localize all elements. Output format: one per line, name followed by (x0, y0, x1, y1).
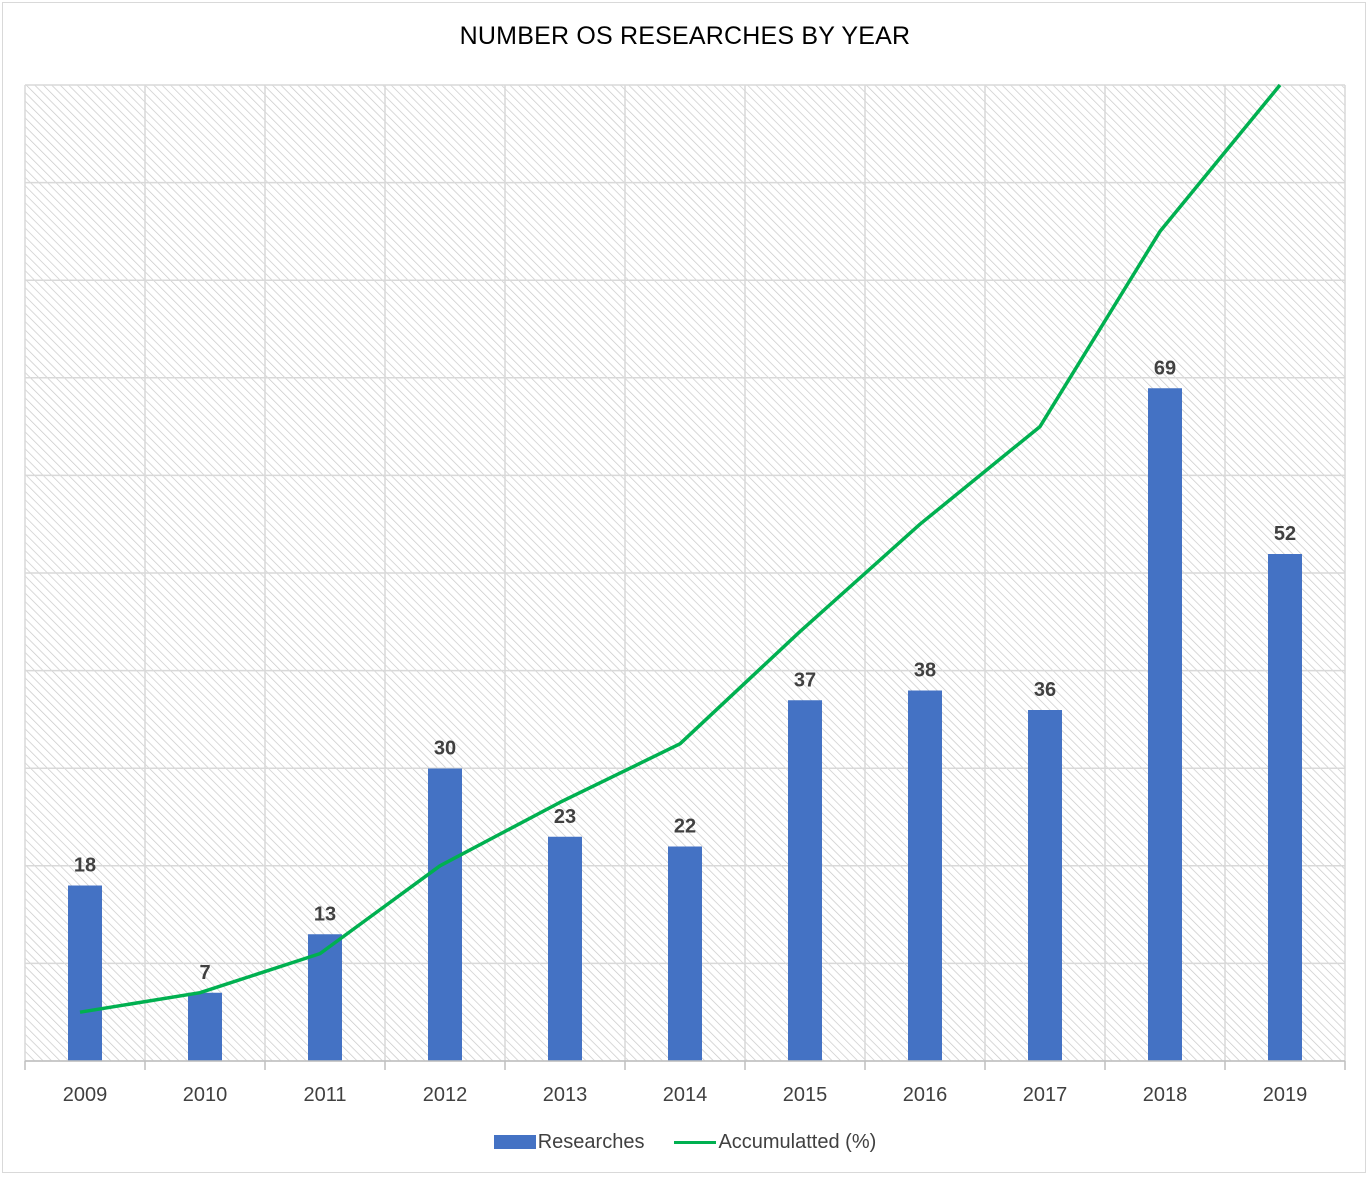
bar (668, 846, 702, 1061)
x-tick-label: 2011 (303, 1084, 346, 1106)
bar-data-label: 13 (314, 903, 336, 925)
bar-data-label: 38 (914, 660, 936, 682)
bar (1148, 388, 1182, 1061)
x-tick-label: 2014 (663, 1084, 708, 1106)
bar-data-label: 52 (1274, 523, 1296, 545)
bar (908, 690, 942, 1061)
x-tick-label: 2018 (1143, 1084, 1188, 1106)
bar (68, 885, 102, 1061)
bar (428, 768, 462, 1061)
x-tick-label: 2016 (903, 1084, 948, 1106)
x-tick-label: 2017 (1023, 1084, 1068, 1106)
bar (1028, 710, 1062, 1061)
bar-data-label: 36 (1034, 679, 1056, 701)
legend: Researches Accumulatted (%) (0, 1130, 1370, 1154)
x-tick-label: 2009 (63, 1084, 108, 1106)
bar-data-label: 7 (199, 962, 210, 984)
bar (548, 836, 582, 1061)
bar-data-label: 37 (794, 669, 816, 691)
x-tick-label: 2010 (183, 1084, 228, 1106)
bar (1268, 554, 1302, 1061)
data-labels: 18 7 13 30 23 22 37 38 36 69 52 (74, 357, 1296, 984)
legend-label-accumulated: Accumulatted (%) (718, 1130, 877, 1153)
x-tick-label: 2013 (543, 1084, 588, 1106)
legend-item-accumulated: Accumulatted (%) (674, 1131, 876, 1154)
bar-series (68, 388, 1302, 1061)
bar-data-label: 22 (674, 816, 696, 838)
legend-swatch-line (674, 1140, 717, 1144)
chart-title: NUMBER OS RESEARCHES BY YEAR (459, 22, 911, 50)
bar (308, 934, 342, 1061)
bar-data-label: 18 (74, 855, 96, 877)
bar (188, 992, 222, 1061)
x-tick-label: 2019 (1263, 1084, 1308, 1106)
bar (788, 700, 822, 1061)
legend-item-researches: Researches (493, 1130, 645, 1154)
line-series (79, 83, 1282, 1014)
bar-data-label: 30 (434, 738, 456, 760)
bar-data-label: 23 (554, 806, 576, 828)
x-axis: 2009 2010 2011 2012 2013 2014 2015 2016 2017 2018… (24, 1060, 1346, 1106)
bar-data-label: 69 (1154, 357, 1176, 379)
legend-label-researches: Researches (537, 1130, 645, 1153)
legend-swatch-bar (493, 1135, 536, 1149)
x-tick-label: 2012 (423, 1084, 468, 1106)
x-tick-label: 2015 (783, 1084, 828, 1106)
